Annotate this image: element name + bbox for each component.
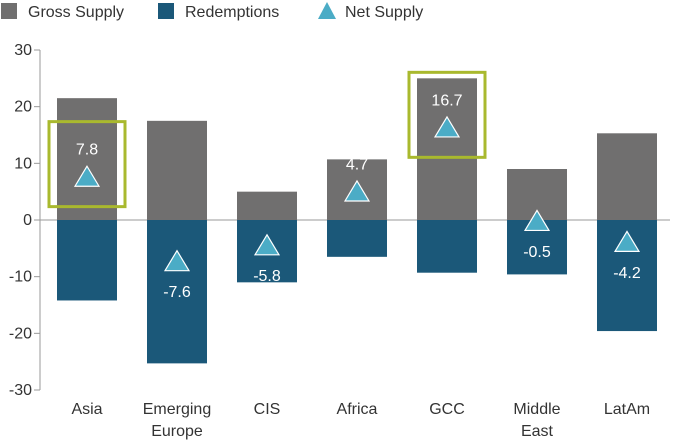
bar-gross-supply-cis bbox=[237, 191, 297, 220]
y-tick-label-20: -20 bbox=[9, 325, 32, 342]
category-label-gcc: GCC bbox=[429, 401, 465, 418]
category-label-africa: Africa bbox=[337, 401, 378, 418]
net-supply-labels: 7.8 -7.6 -5.8 4.7 16.7 -0.5 -4.2 bbox=[76, 92, 641, 301]
bar-redemptions-asia bbox=[57, 220, 117, 301]
highlight-box-asia bbox=[47, 120, 127, 209]
bar-redemptions-africa bbox=[327, 220, 387, 257]
net-supply-label-latam: -4.2 bbox=[613, 265, 641, 282]
highlight-box-gcc bbox=[407, 70, 487, 159]
y-tick-label-10: 10 bbox=[14, 155, 32, 172]
net-supply-markers bbox=[73, 115, 641, 272]
net-supply-label-africa: 4.7 bbox=[346, 156, 368, 173]
legend: Gross Supply Redemptions Net Supply bbox=[1, 2, 423, 21]
highlight-boxes bbox=[47, 70, 487, 209]
category-label-middle-east: Middle East bbox=[513, 401, 560, 440]
net-supply-marker-africa bbox=[343, 179, 371, 202]
bar-gross-supply-emerging-europe bbox=[147, 120, 207, 220]
net-supply-marker-latam bbox=[613, 230, 641, 252]
legend-swatch-net-supply bbox=[318, 2, 336, 19]
category-label-latam: LatAm bbox=[604, 401, 650, 418]
bar-gross-supply-latam bbox=[597, 133, 657, 220]
bars bbox=[57, 78, 657, 364]
category-label-emerging-europe: Emerging Europe bbox=[143, 401, 211, 440]
net-supply-label-cis: -5.8 bbox=[253, 268, 281, 285]
x-axis: Asia Emerging Europe CIS Africa GCC Middle East… bbox=[71, 401, 650, 440]
category-label-cis: CIS bbox=[254, 401, 281, 418]
net-supply-label-gcc: 16.7 bbox=[431, 92, 462, 109]
bar-redemptions-gcc bbox=[417, 220, 477, 273]
net-supply-marker-gcc bbox=[433, 115, 461, 138]
legend-swatch-redemptions bbox=[158, 3, 174, 19]
y-tick-label-30: -30 bbox=[9, 382, 32, 399]
y-tick-label-0: 0 bbox=[23, 212, 32, 229]
y-tick-label-20: 20 bbox=[14, 99, 32, 116]
bar-redemptions-emerging-europe bbox=[147, 220, 207, 364]
bar-gross-supply-asia bbox=[57, 98, 117, 220]
net-supply-marker-cis bbox=[253, 233, 281, 256]
legend-label-redemptions: Redemptions bbox=[185, 4, 279, 21]
legend-label-gross-supply: Gross Supply bbox=[28, 4, 124, 21]
net-supply-marker-asia bbox=[73, 165, 101, 187]
category-label-asia: Asia bbox=[71, 401, 102, 418]
legend-label-net-supply: Net Supply bbox=[345, 4, 423, 21]
bar-gross-supply-gcc bbox=[417, 78, 477, 220]
net-supply-marker-middle-east bbox=[523, 209, 551, 232]
net-supply-label-asia: 7.8 bbox=[76, 142, 98, 159]
net-supply-label-emerging-europe: -7.6 bbox=[163, 284, 191, 301]
net-supply-marker-emerging-europe bbox=[163, 249, 191, 272]
y-tick-label-30: 30 bbox=[14, 42, 32, 59]
legend-swatch-gross-supply bbox=[1, 3, 17, 19]
y-tick-label-10: -10 bbox=[9, 269, 32, 286]
net-supply-label-middle-east: -0.5 bbox=[523, 244, 551, 261]
